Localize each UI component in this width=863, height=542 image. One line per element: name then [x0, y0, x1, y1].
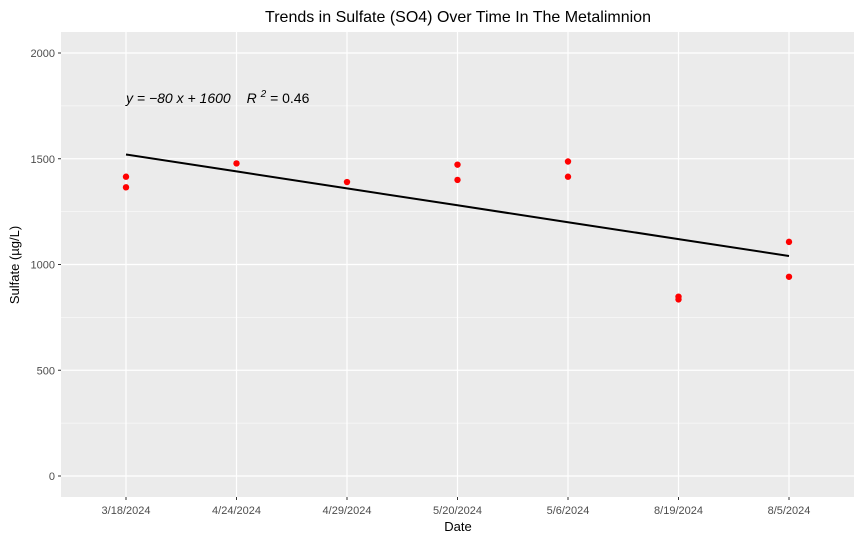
x-tick-label: 4/29/2024 [323, 505, 372, 517]
y-tick-label: 1000 [31, 260, 55, 272]
trend-line [125, 153, 790, 257]
data-point [564, 158, 572, 165]
y-tick-label: 1500 [31, 154, 55, 166]
y-tick-label: 2000 [31, 48, 55, 60]
x-tick-label: 8/5/2024 [768, 505, 811, 517]
chart-title: Trends in Sulfate (SO4) Over Time In The… [265, 9, 651, 26]
data-point [564, 173, 572, 180]
x-tick-label: 3/18/2024 [102, 505, 151, 517]
data-point [785, 238, 793, 246]
data-points-group [122, 158, 793, 303]
data-point [454, 176, 461, 184]
x-axis-ticks: 3/18/2024 4/24/2024 4/29/2024 5/20/2024 5/6/… [102, 497, 811, 517]
trend-line-group [125, 153, 790, 257]
data-point [785, 273, 793, 280]
data-point [233, 160, 240, 167]
data-point [454, 161, 461, 168]
y-tick-label: 0 [49, 471, 55, 483]
r2-prefix: R [247, 90, 257, 106]
regression-equation: y = −80 x + 1600 R 2 = 0.46 [125, 84, 310, 106]
x-tick-label: 5/20/2024 [433, 505, 482, 517]
r2-value: = 0.46 [270, 90, 310, 106]
equation-text: y = −80 x + 1600 [125, 90, 231, 106]
data-point [122, 184, 130, 191]
data-point [675, 296, 682, 303]
y-tick-label: 500 [37, 365, 55, 377]
data-point [122, 173, 130, 180]
x-tick-label: 5/6/2024 [547, 505, 590, 517]
y-axis-ticks: 0 500 1000 1500 2000 [31, 48, 61, 483]
x-tick-label: 4/24/2024 [212, 505, 261, 517]
data-point [343, 178, 351, 186]
grid-major-lines [61, 32, 854, 497]
r2-exponent: 2 [260, 89, 267, 100]
y-axis-title: Sulfate (µg/L) [7, 226, 22, 304]
x-tick-label: 8/19/2024 [654, 505, 703, 517]
x-axis-title: Date [444, 519, 471, 534]
